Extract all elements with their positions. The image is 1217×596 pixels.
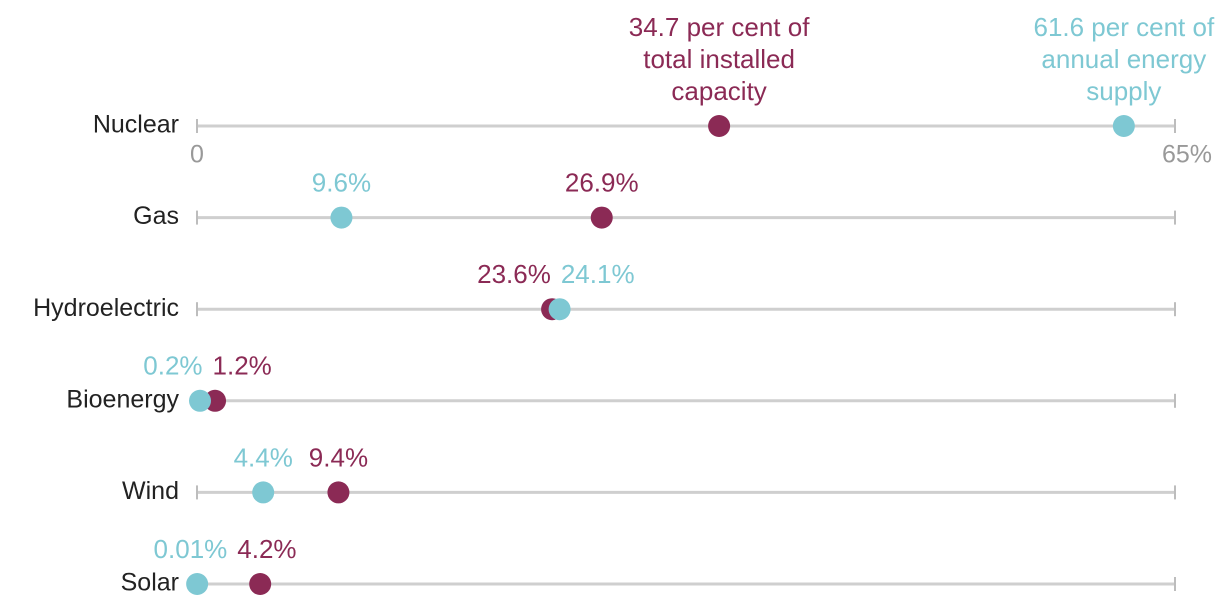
value-label: 9.4% — [309, 442, 368, 472]
value-label: 4.2% — [237, 534, 296, 564]
category-label: Wind — [122, 477, 179, 505]
value-label: 34.7 per cent of total installed capacity — [629, 12, 810, 106]
value-label: 23.6% — [477, 259, 551, 289]
x-tick-label: 65% — [1162, 141, 1212, 169]
value-label: 0.2% — [143, 351, 202, 381]
category-label: Gas — [133, 202, 179, 230]
dot — [548, 298, 571, 321]
value-label: 9.6% — [312, 167, 371, 197]
dot — [252, 481, 275, 504]
dot — [327, 481, 350, 504]
x-tick-label: 0 — [190, 141, 204, 169]
value-label: 24.1% — [561, 259, 635, 289]
value-label: 26.9% — [565, 167, 639, 197]
value-label: 61.6 per cent of annual energy supply — [1033, 12, 1214, 106]
value-label: 1.2% — [213, 351, 272, 381]
category-label: Bioenergy — [66, 385, 179, 413]
dot — [189, 389, 212, 412]
dot — [249, 573, 272, 595]
dot — [708, 115, 731, 137]
value-label: 0.01% — [154, 534, 228, 564]
value-label: 4.4% — [234, 442, 293, 472]
dot — [590, 206, 613, 229]
dot — [330, 206, 353, 229]
dot — [186, 573, 209, 595]
category-label: Hydroelectric — [33, 294, 179, 322]
category-label: Solar — [121, 569, 179, 596]
category-label: Nuclear — [93, 111, 179, 139]
dot — [204, 389, 227, 412]
dot — [1112, 115, 1135, 137]
